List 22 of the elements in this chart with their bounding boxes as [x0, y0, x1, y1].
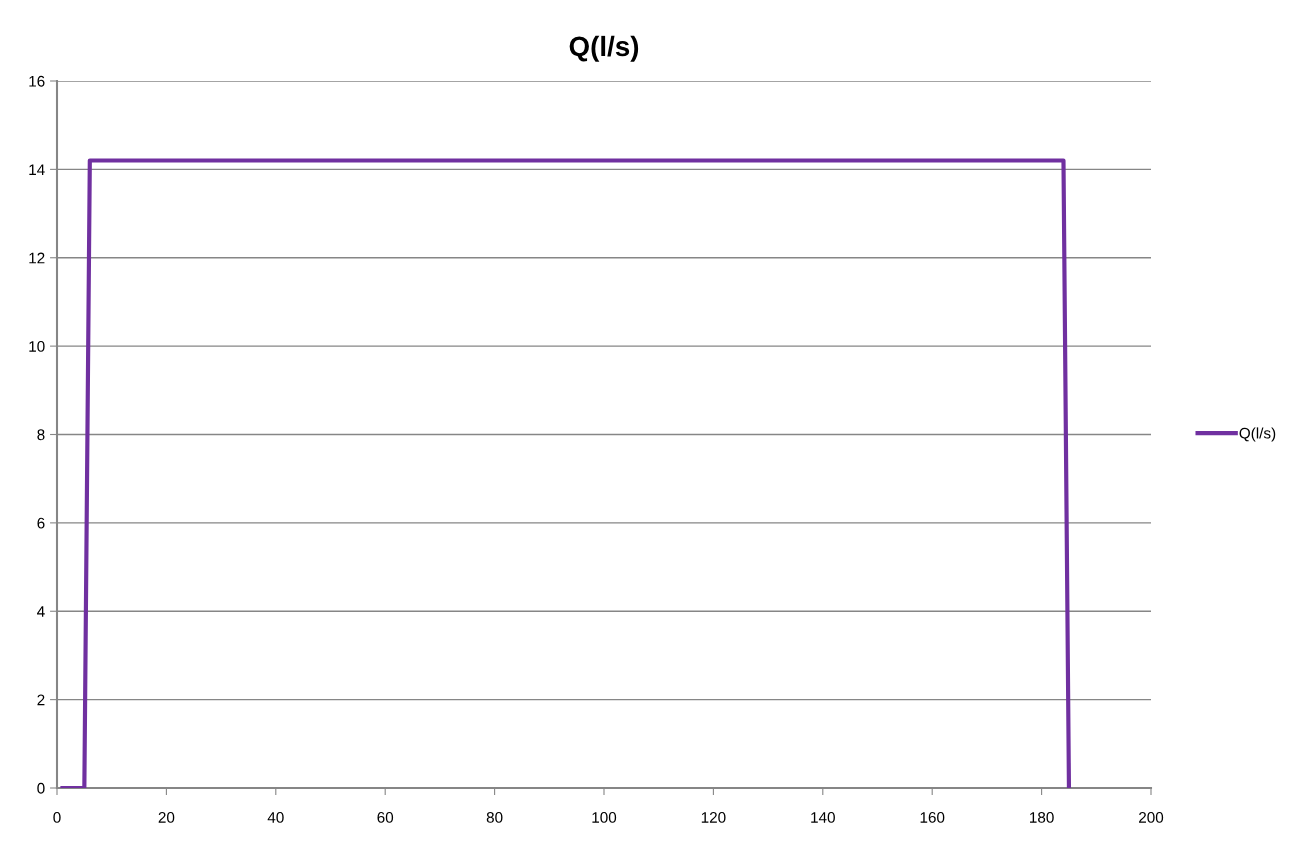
x-tick-label: 120 [701, 812, 726, 823]
y-tick-label: 10 [29, 340, 45, 352]
x-tick-label: 100 [592, 812, 617, 823]
y-tick-label: 6 [37, 517, 45, 529]
y-tick-label: 16 [29, 75, 45, 87]
x-tick-label: 60 [377, 812, 394, 823]
x-tick-label: 40 [267, 812, 284, 823]
x-tick-label: 20 [158, 812, 175, 823]
x-tick-label: 200 [1139, 812, 1164, 823]
y-tick-label: 2 [37, 694, 45, 706]
x-tick-label: 180 [1030, 812, 1054, 823]
chart-title: Q(l/s) [569, 35, 639, 62]
x-tick-label: 0 [53, 812, 61, 823]
y-tick-label: 12 [29, 252, 45, 264]
x-tick-label: 160 [920, 812, 945, 823]
x-tick-label: 140 [811, 812, 835, 823]
legend-label: Q(l/s) [1239, 427, 1276, 442]
y-tick-label: 0 [37, 782, 45, 794]
x-tick-label: 80 [486, 812, 503, 823]
y-tick-label: 14 [29, 164, 45, 175]
y-tick-label: 8 [37, 429, 45, 441]
y-tick-label: 4 [37, 606, 45, 617]
